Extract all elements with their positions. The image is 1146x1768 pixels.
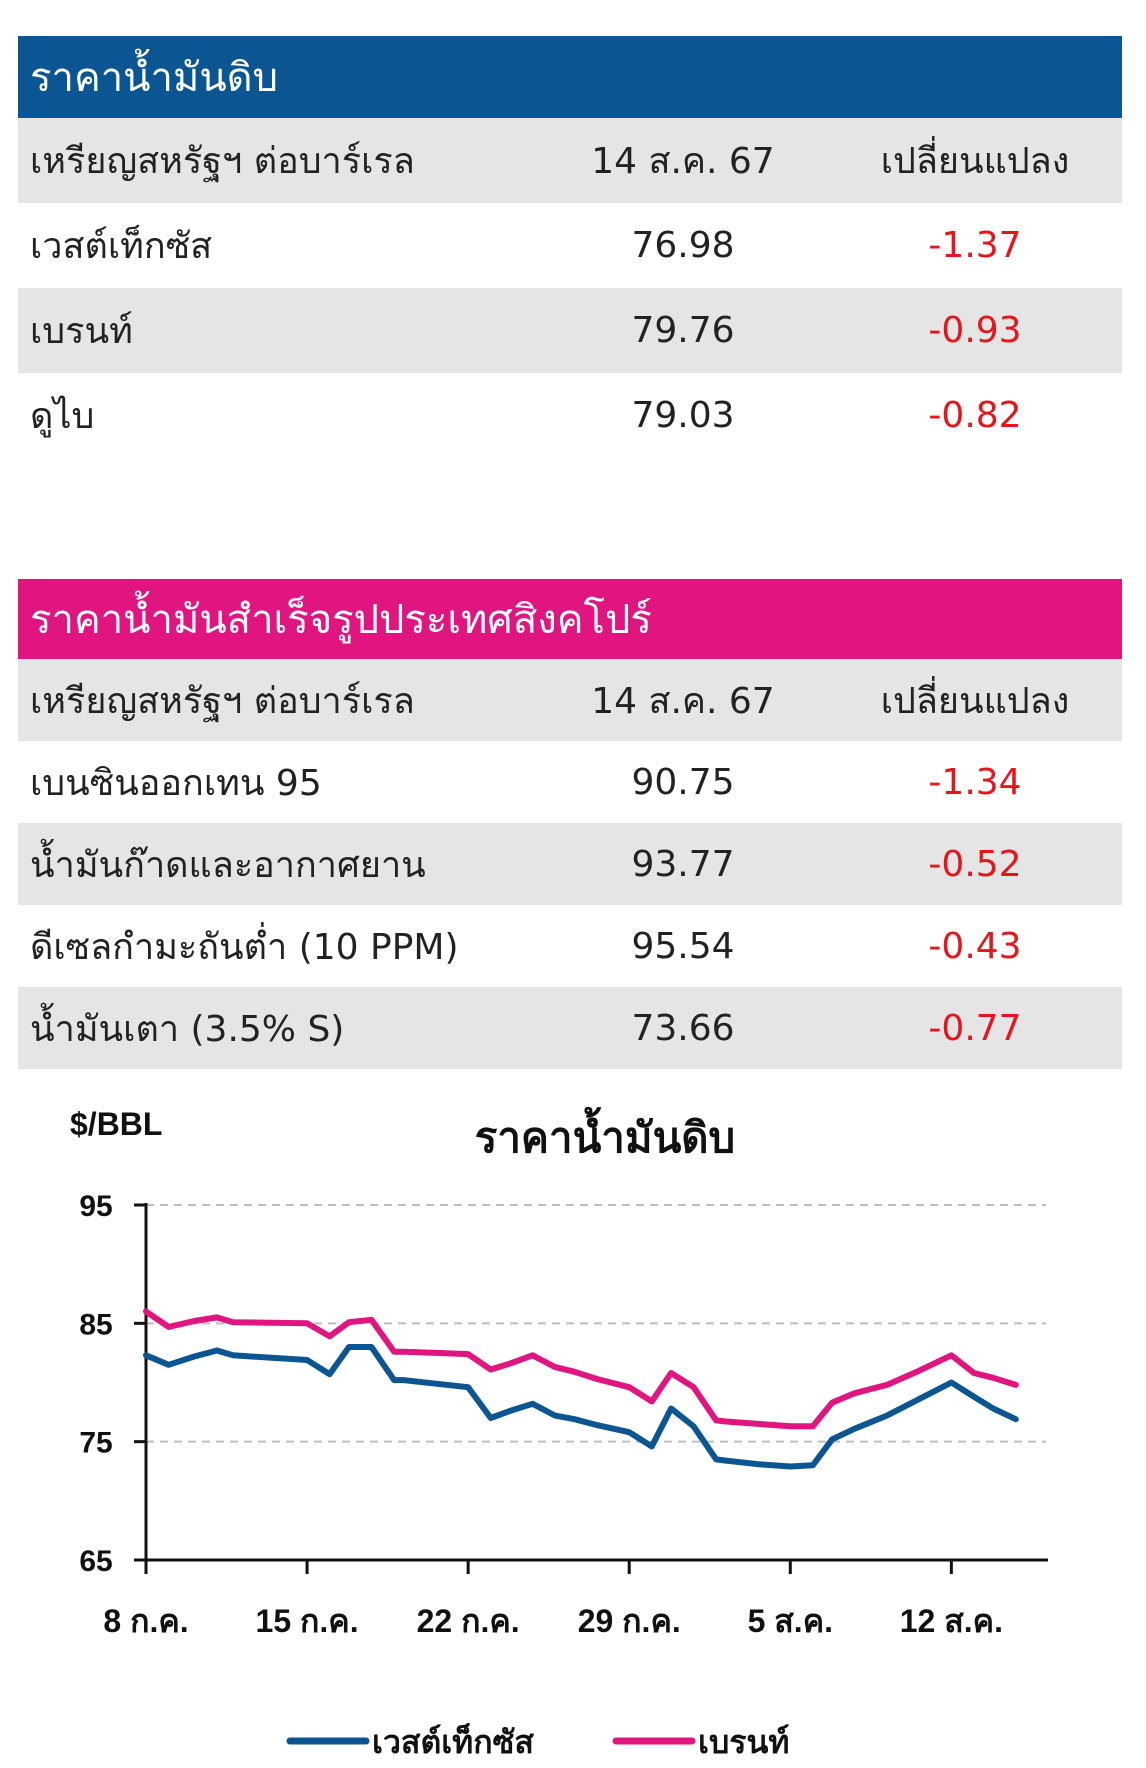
table-row: เบรนท์ 79.76 -0.93 bbox=[18, 288, 1122, 373]
oil-change: -0.52 bbox=[928, 843, 1022, 885]
x-tick-label: 5 ส.ค. bbox=[748, 1603, 833, 1639]
crude-oil-table: ราคาน้ำมันดิบ เหรียญสหรัฐฯ ต่อบาร์เรล 14… bbox=[18, 36, 1122, 458]
table-header-row: เหรียญสหรัฐฯ ต่อบาร์เรล 14 ส.ค. 67 เปลี่… bbox=[18, 659, 1122, 741]
y-tick-label: 95 bbox=[79, 1190, 112, 1223]
x-tick-label: 29 ก.ค. bbox=[578, 1603, 681, 1639]
chart-title: ราคาน้ำมันดิบ bbox=[475, 1106, 735, 1162]
oil-change: -0.93 bbox=[928, 310, 1022, 351]
change-header: เปลี่ยนแปลง bbox=[880, 680, 1070, 722]
oil-name: เวสต์เท็กซัส bbox=[30, 226, 213, 267]
table-row: เวสต์เท็กซัส 76.98 -1.37 bbox=[18, 203, 1122, 288]
x-tick-label: 22 ก.ค. bbox=[417, 1603, 520, 1639]
chart-legend: เวสต์เท็กซัส เบรนท์ bbox=[286, 1722, 789, 1761]
oil-name: เบนซินออกเทน 95 bbox=[30, 762, 322, 804]
oil-change: -1.37 bbox=[928, 225, 1022, 266]
series-line-brent bbox=[143, 1308, 1019, 1430]
oil-price: 90.75 bbox=[631, 761, 735, 803]
date-header: 14 ส.ค. 67 bbox=[591, 141, 775, 182]
table-row: ดีเซลกำมะถันต่ำ (10 PPM) 95.54 -0.43 bbox=[18, 905, 1122, 987]
x-tick-label: 15 ก.ค. bbox=[256, 1603, 359, 1639]
crude-oil-price-chart: $/BBL ราคาน้ำมันดิบ 95 85 75 65 8 ก.ค. 15 ก.ค… bbox=[70, 1106, 1048, 1761]
y-tick-label: 85 bbox=[79, 1308, 112, 1341]
table-row: เบนซินออกเทน 95 90.75 -1.34 bbox=[18, 741, 1122, 823]
oil-price: 93.77 bbox=[631, 843, 735, 885]
series-line-wti bbox=[143, 1344, 1019, 1470]
oil-price: 79.03 bbox=[631, 395, 735, 436]
grid-lines bbox=[146, 1204, 1046, 1443]
oil-name: น้ำมันก๊าดและอากาศยาน bbox=[30, 844, 426, 886]
x-tick-label: 12 ส.ค. bbox=[900, 1603, 1003, 1639]
date-header: 14 ส.ค. 67 bbox=[591, 680, 775, 722]
legend-label-brent: เบรนท์ bbox=[698, 1723, 789, 1761]
table-header-row: เหรียญสหรัฐฯ ต่อบาร์เรล 14 ส.ค. 67 เปลี่… bbox=[18, 118, 1122, 203]
oil-change: -0.43 bbox=[928, 925, 1022, 967]
x-tick-label: 8 ก.ค. bbox=[103, 1603, 188, 1639]
unit-header: เหรียญสหรัฐฯ ต่อบาร์เรล bbox=[30, 680, 415, 722]
table-row: น้ำมันก๊าดและอากาศยาน 93.77 -0.52 bbox=[18, 823, 1122, 905]
oil-change: -0.82 bbox=[928, 395, 1022, 436]
y-tick-label: 75 bbox=[79, 1427, 112, 1460]
refined-oil-table-title: ราคาน้ำมันสำเร็จรูปประเทศสิงคโปร์ bbox=[18, 579, 1122, 659]
oil-name: เบรนท์ bbox=[30, 311, 133, 352]
crude-oil-table-title: ราคาน้ำมันดิบ bbox=[18, 36, 1122, 118]
oil-name: น้ำมันเตา (3.5% S) bbox=[30, 1008, 345, 1050]
refined-oil-table: ราคาน้ำมันสำเร็จรูปประเทศสิงคโปร์ เหรียญ… bbox=[18, 579, 1122, 1069]
table-row: น้ำมันเตา (3.5% S) 73.66 -0.77 bbox=[18, 987, 1122, 1069]
chart-series bbox=[143, 1308, 1019, 1470]
table-row: ดูไบ 79.03 -0.82 bbox=[18, 373, 1122, 458]
oil-name: ดีเซลกำมะถันต่ำ (10 PPM) bbox=[30, 926, 459, 968]
legend-label-wti: เวสต์เท็กซัส bbox=[372, 1722, 534, 1761]
oil-change: -0.77 bbox=[928, 1007, 1022, 1049]
y-axis-unit-label: $/BBL bbox=[70, 1106, 162, 1142]
oil-price: 76.98 bbox=[631, 225, 735, 266]
unit-header: เหรียญสหรัฐฯ ต่อบาร์เรล bbox=[30, 141, 415, 182]
oil-price: 79.76 bbox=[631, 310, 735, 351]
oil-price: 73.66 bbox=[631, 1007, 735, 1049]
chart-axes: 95 85 75 65 8 ก.ค. 15 ก.ค. 22 ก.ค. 29 ก.ค. 5 ส.ค… bbox=[79, 1190, 1048, 1639]
oil-name: ดูไบ bbox=[30, 396, 95, 437]
y-tick-label: 65 bbox=[79, 1545, 112, 1578]
oil-change: -1.34 bbox=[928, 761, 1022, 803]
oil-price: 95.54 bbox=[631, 925, 735, 967]
change-header: เปลี่ยนแปลง bbox=[880, 141, 1070, 182]
